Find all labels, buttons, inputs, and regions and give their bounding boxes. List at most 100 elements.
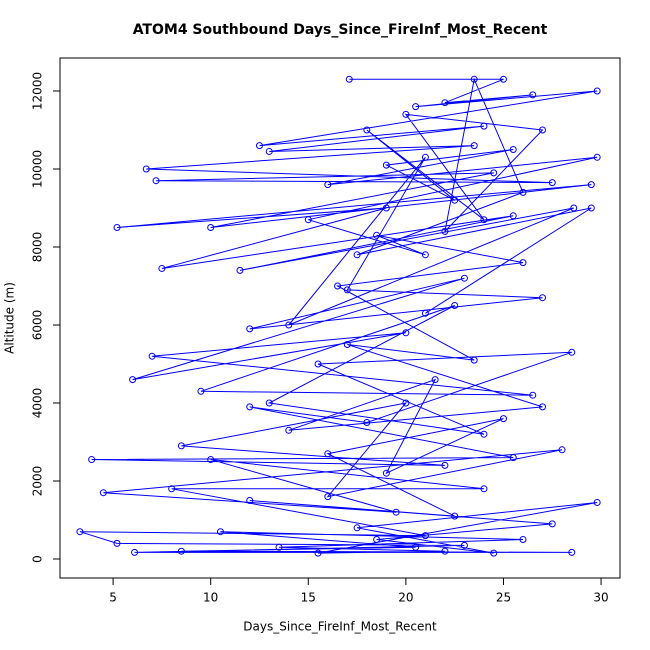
point [570,204,578,212]
point [177,547,185,555]
point [593,498,601,506]
point [421,251,429,259]
point [246,325,254,333]
point [519,188,527,196]
x-tick-label: 15 [301,591,316,605]
point [451,512,459,520]
point [558,446,566,454]
point [373,536,381,544]
point [382,161,390,169]
point [548,520,556,528]
point [451,196,459,204]
point [324,181,332,189]
point [207,223,215,231]
point [421,153,429,161]
point [431,376,439,384]
point [480,216,488,224]
point [113,223,121,231]
point [470,356,478,364]
point [451,302,459,310]
y-axis-label: Altitude (m) [3,282,17,354]
y-tick-label: 12000 [31,72,45,110]
point [148,352,156,360]
point [593,153,601,161]
point [441,461,449,469]
point [412,103,420,111]
point [499,415,507,423]
point [158,264,166,272]
x-tick-label: 10 [203,591,218,605]
point [490,549,498,557]
point [197,387,205,395]
point [529,391,537,399]
point [509,145,517,153]
point [113,539,121,547]
point [304,216,312,224]
y-tick-label: 8000 [31,232,45,263]
x-tick-label: 30 [593,591,608,605]
point [460,274,468,282]
point [275,543,283,551]
point [382,204,390,212]
point [402,110,410,118]
point [99,489,107,497]
point [441,227,449,235]
point [88,456,96,464]
point [402,399,410,407]
point [441,99,449,107]
point [568,348,576,356]
point [76,528,84,536]
point [402,329,410,337]
point [177,442,185,450]
plot-frame [59,57,621,579]
point [207,456,215,464]
point [324,493,332,501]
point [499,75,507,83]
point [246,497,254,505]
point [343,286,351,294]
point [345,75,353,83]
point [129,376,137,384]
y-tick-label: 10000 [31,150,45,188]
point [343,341,351,349]
point [539,294,547,302]
point [236,266,244,274]
series-line [79,77,598,554]
point [285,426,293,434]
point [216,528,224,536]
point [587,204,595,212]
point [324,450,332,458]
point [392,508,400,516]
point [587,181,595,189]
point [421,309,429,317]
point [363,126,371,134]
x-tick-label: 5 [109,591,117,605]
point [382,469,390,477]
point [168,485,176,493]
y-tick-label: 6000 [31,310,45,341]
point [265,147,273,155]
point [285,321,293,329]
x-axis-label: Days_Since_FireInf_Most_Recent [243,620,437,634]
point [142,165,150,173]
point [490,169,498,177]
point [509,212,517,220]
point [529,91,537,99]
point [265,399,273,407]
point [470,75,478,83]
point [519,259,527,267]
point [373,231,381,239]
point [519,536,527,544]
point [470,142,478,150]
point [246,403,254,411]
y-tick-label: 2000 [31,466,45,497]
x-tick-label: 20 [398,591,413,605]
point [421,532,429,540]
y-tick-label: 4000 [31,388,45,419]
point [314,360,322,368]
point [441,547,449,555]
chart-title: ATOM4 Southbound Days_Since_FireInf_Most… [133,22,548,38]
point [480,485,488,493]
point [460,541,468,549]
